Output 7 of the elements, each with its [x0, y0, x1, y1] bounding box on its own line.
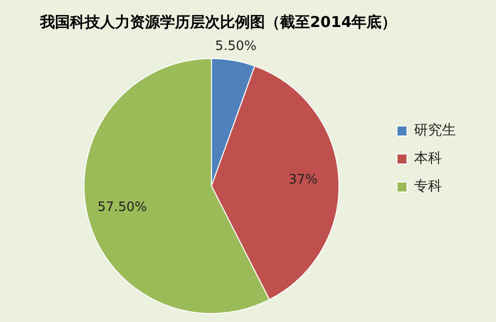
chart-title: 我国科技人力资源学历层次比例图（截至2014年底） [39, 12, 397, 31]
data-label: 37% [288, 172, 318, 188]
data-label: 57.50% [97, 200, 148, 215]
data-label: 5.50% [215, 38, 256, 54]
legend-label: 本科 [414, 150, 442, 167]
legend-label: 专科 [414, 178, 442, 195]
legend-label: 研究生 [414, 122, 456, 139]
